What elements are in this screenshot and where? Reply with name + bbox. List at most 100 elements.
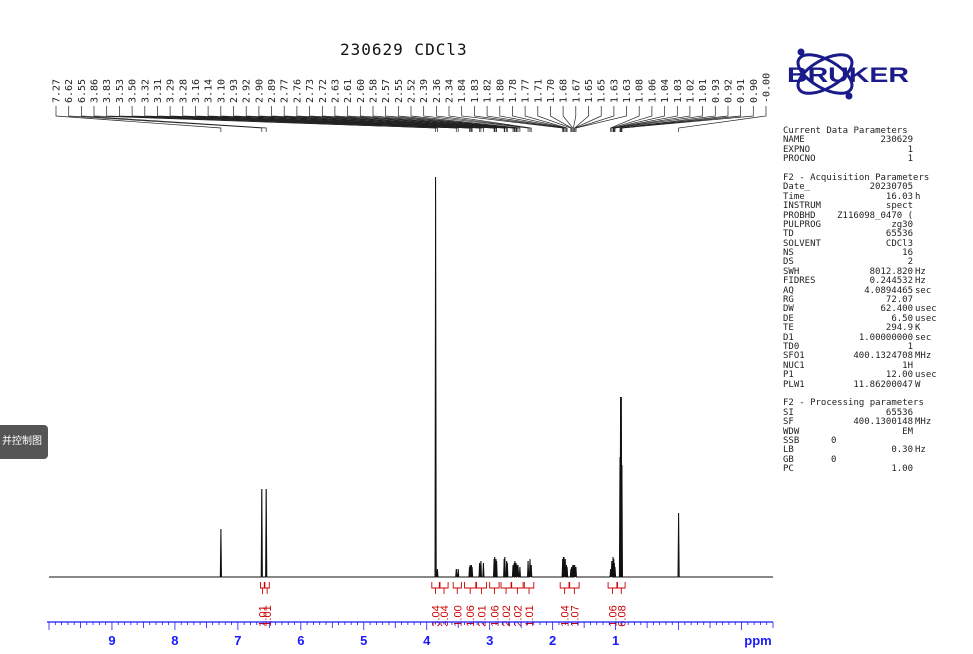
peak-label: 2.52	[407, 79, 418, 103]
peak-label: 1.03	[673, 79, 684, 103]
peak-label-connector	[131, 106, 459, 132]
peak-label: 1.63	[609, 79, 620, 103]
x-axis-tick-label: 3	[486, 633, 493, 648]
parameter-unit: MHz	[915, 351, 932, 362]
parameter-value: 16.03	[885, 191, 913, 202]
integral-bracket	[511, 582, 524, 589]
integral-bracket	[489, 582, 500, 589]
parameter-value: 62.400	[880, 304, 913, 315]
parameter-row: EXPNO 1	[783, 144, 941, 155]
peak-label-connector	[461, 106, 564, 132]
parameter-key: LB	[783, 445, 794, 456]
parameter-value: 0.30	[891, 445, 913, 456]
parameter-value: 1.00	[891, 464, 913, 475]
parameter-row: Date_ 20230705	[783, 182, 941, 192]
peak-label-connector	[55, 106, 222, 132]
integral-value: 1.04	[560, 605, 572, 626]
x-axis-tick-label: 1	[612, 633, 619, 648]
peak-label: 2.77	[280, 79, 291, 103]
peak-label-connector	[537, 106, 572, 132]
integral-bracket	[464, 582, 477, 589]
parameter-group-title: Current Data Parameters	[783, 126, 908, 136]
parameter-row: P1 12.00 usec	[783, 370, 941, 381]
peak-label-connector	[612, 106, 665, 132]
parameter-key: PROBHD	[783, 210, 816, 221]
peak-label-connector	[678, 106, 767, 132]
peak-label-connector	[610, 106, 640, 132]
parameter-key: SFO1	[783, 351, 805, 362]
parameter-key: PC	[783, 464, 794, 475]
integral-value: 1.06	[607, 605, 619, 626]
bruker-logo-text: BRUKER	[787, 64, 909, 87]
parameter-row: NS 16	[783, 248, 941, 258]
peak-label: 3.28	[178, 79, 189, 103]
parameter-unit: usec	[915, 304, 937, 315]
parameter-value: spect	[885, 201, 913, 212]
x-axis-tick-label: 7	[234, 633, 241, 648]
integral-bracket	[617, 582, 626, 589]
parameter-value: 294.9	[885, 323, 913, 334]
peak-label: 1.80	[495, 79, 506, 103]
parameter-key: FIDRES	[783, 276, 816, 287]
integral-bracket	[500, 582, 512, 589]
integral-value: 3.04	[431, 605, 443, 626]
parameter-key: DE	[783, 313, 794, 324]
parameter-value: 1.00000000	[858, 332, 913, 343]
parameter-unit: Hz	[915, 266, 926, 277]
peak-label-connector	[309, 106, 508, 132]
peak-label: 2.55	[394, 79, 405, 103]
peak-label: 1.83	[470, 79, 481, 103]
parameter-row: Time 16.03 h	[783, 191, 941, 202]
integral-value: 1.01	[257, 605, 269, 626]
integral-value: 1.07	[569, 605, 581, 626]
parameter-unit: MHz	[915, 417, 932, 428]
parameter-key: P1	[783, 370, 794, 381]
side-panel-tab[interactable]: 并控制图	[0, 425, 48, 459]
integral-bracket	[452, 582, 462, 589]
integral-bracket	[439, 582, 449, 589]
parameter-value: 0	[831, 454, 837, 465]
parameter-value: 1	[907, 341, 913, 352]
peak-label: 2.58	[368, 79, 379, 103]
parameter-key: EXPNO	[783, 144, 811, 155]
parameter-key: SI	[783, 407, 794, 418]
parameter-row: INSTRUM spect	[783, 201, 941, 212]
parameter-unit: usec	[915, 370, 937, 381]
parameter-key: AQ	[783, 285, 794, 296]
peak-label: 0.90	[749, 79, 760, 103]
peak-label-connector	[423, 106, 529, 132]
integral-value: 1.01	[262, 605, 274, 626]
peak-label-connector	[68, 106, 263, 132]
peak-label-connector	[397, 106, 519, 132]
parameter-row: GB 0	[783, 454, 941, 465]
parameter-row: DS 2	[783, 257, 941, 268]
peak-label: 1.63	[622, 79, 633, 103]
parameter-value: EM	[902, 426, 913, 437]
peak-label: 1.65	[584, 79, 595, 103]
peak-label-connector	[321, 106, 508, 132]
integral-value: 2.01	[477, 605, 489, 626]
peak-label: 6.55	[77, 79, 88, 103]
peak-label: 1.70	[546, 79, 557, 103]
peak-label: 2.39	[419, 79, 430, 103]
peak-label-connector	[499, 106, 566, 132]
parameter-row: DE 6.50 usec	[783, 313, 941, 324]
peak-label-connector	[271, 106, 497, 132]
peak-label-connector	[283, 106, 505, 132]
x-axis-label: ppm	[744, 633, 771, 648]
parameter-group-header: F2 - Processing parameters	[783, 399, 941, 408]
peak-label: 1.71	[533, 79, 544, 103]
integral-bracket	[569, 582, 580, 589]
parameter-key: SWH	[783, 266, 800, 277]
peak-label-connector	[573, 106, 577, 132]
parameter-row: SWH 8012.820 Hz	[783, 266, 941, 277]
peak-label-connector	[436, 106, 531, 132]
peak-label-connector	[575, 106, 627, 132]
peak-label: 2.36	[432, 79, 443, 103]
nmr-spectrum-chart: 7.27 6.62 6.55 3.86 3.83 3.53 3.50 3.32 3.31 3.29…	[47, 73, 774, 648]
parameter-key: NUC1	[783, 360, 805, 371]
integral-bracket	[260, 582, 265, 589]
parameter-key: DS	[783, 257, 794, 268]
peak-label: 1.01	[698, 79, 709, 103]
parameter-group-header: F2 - Acquisition Parameters	[783, 173, 941, 183]
